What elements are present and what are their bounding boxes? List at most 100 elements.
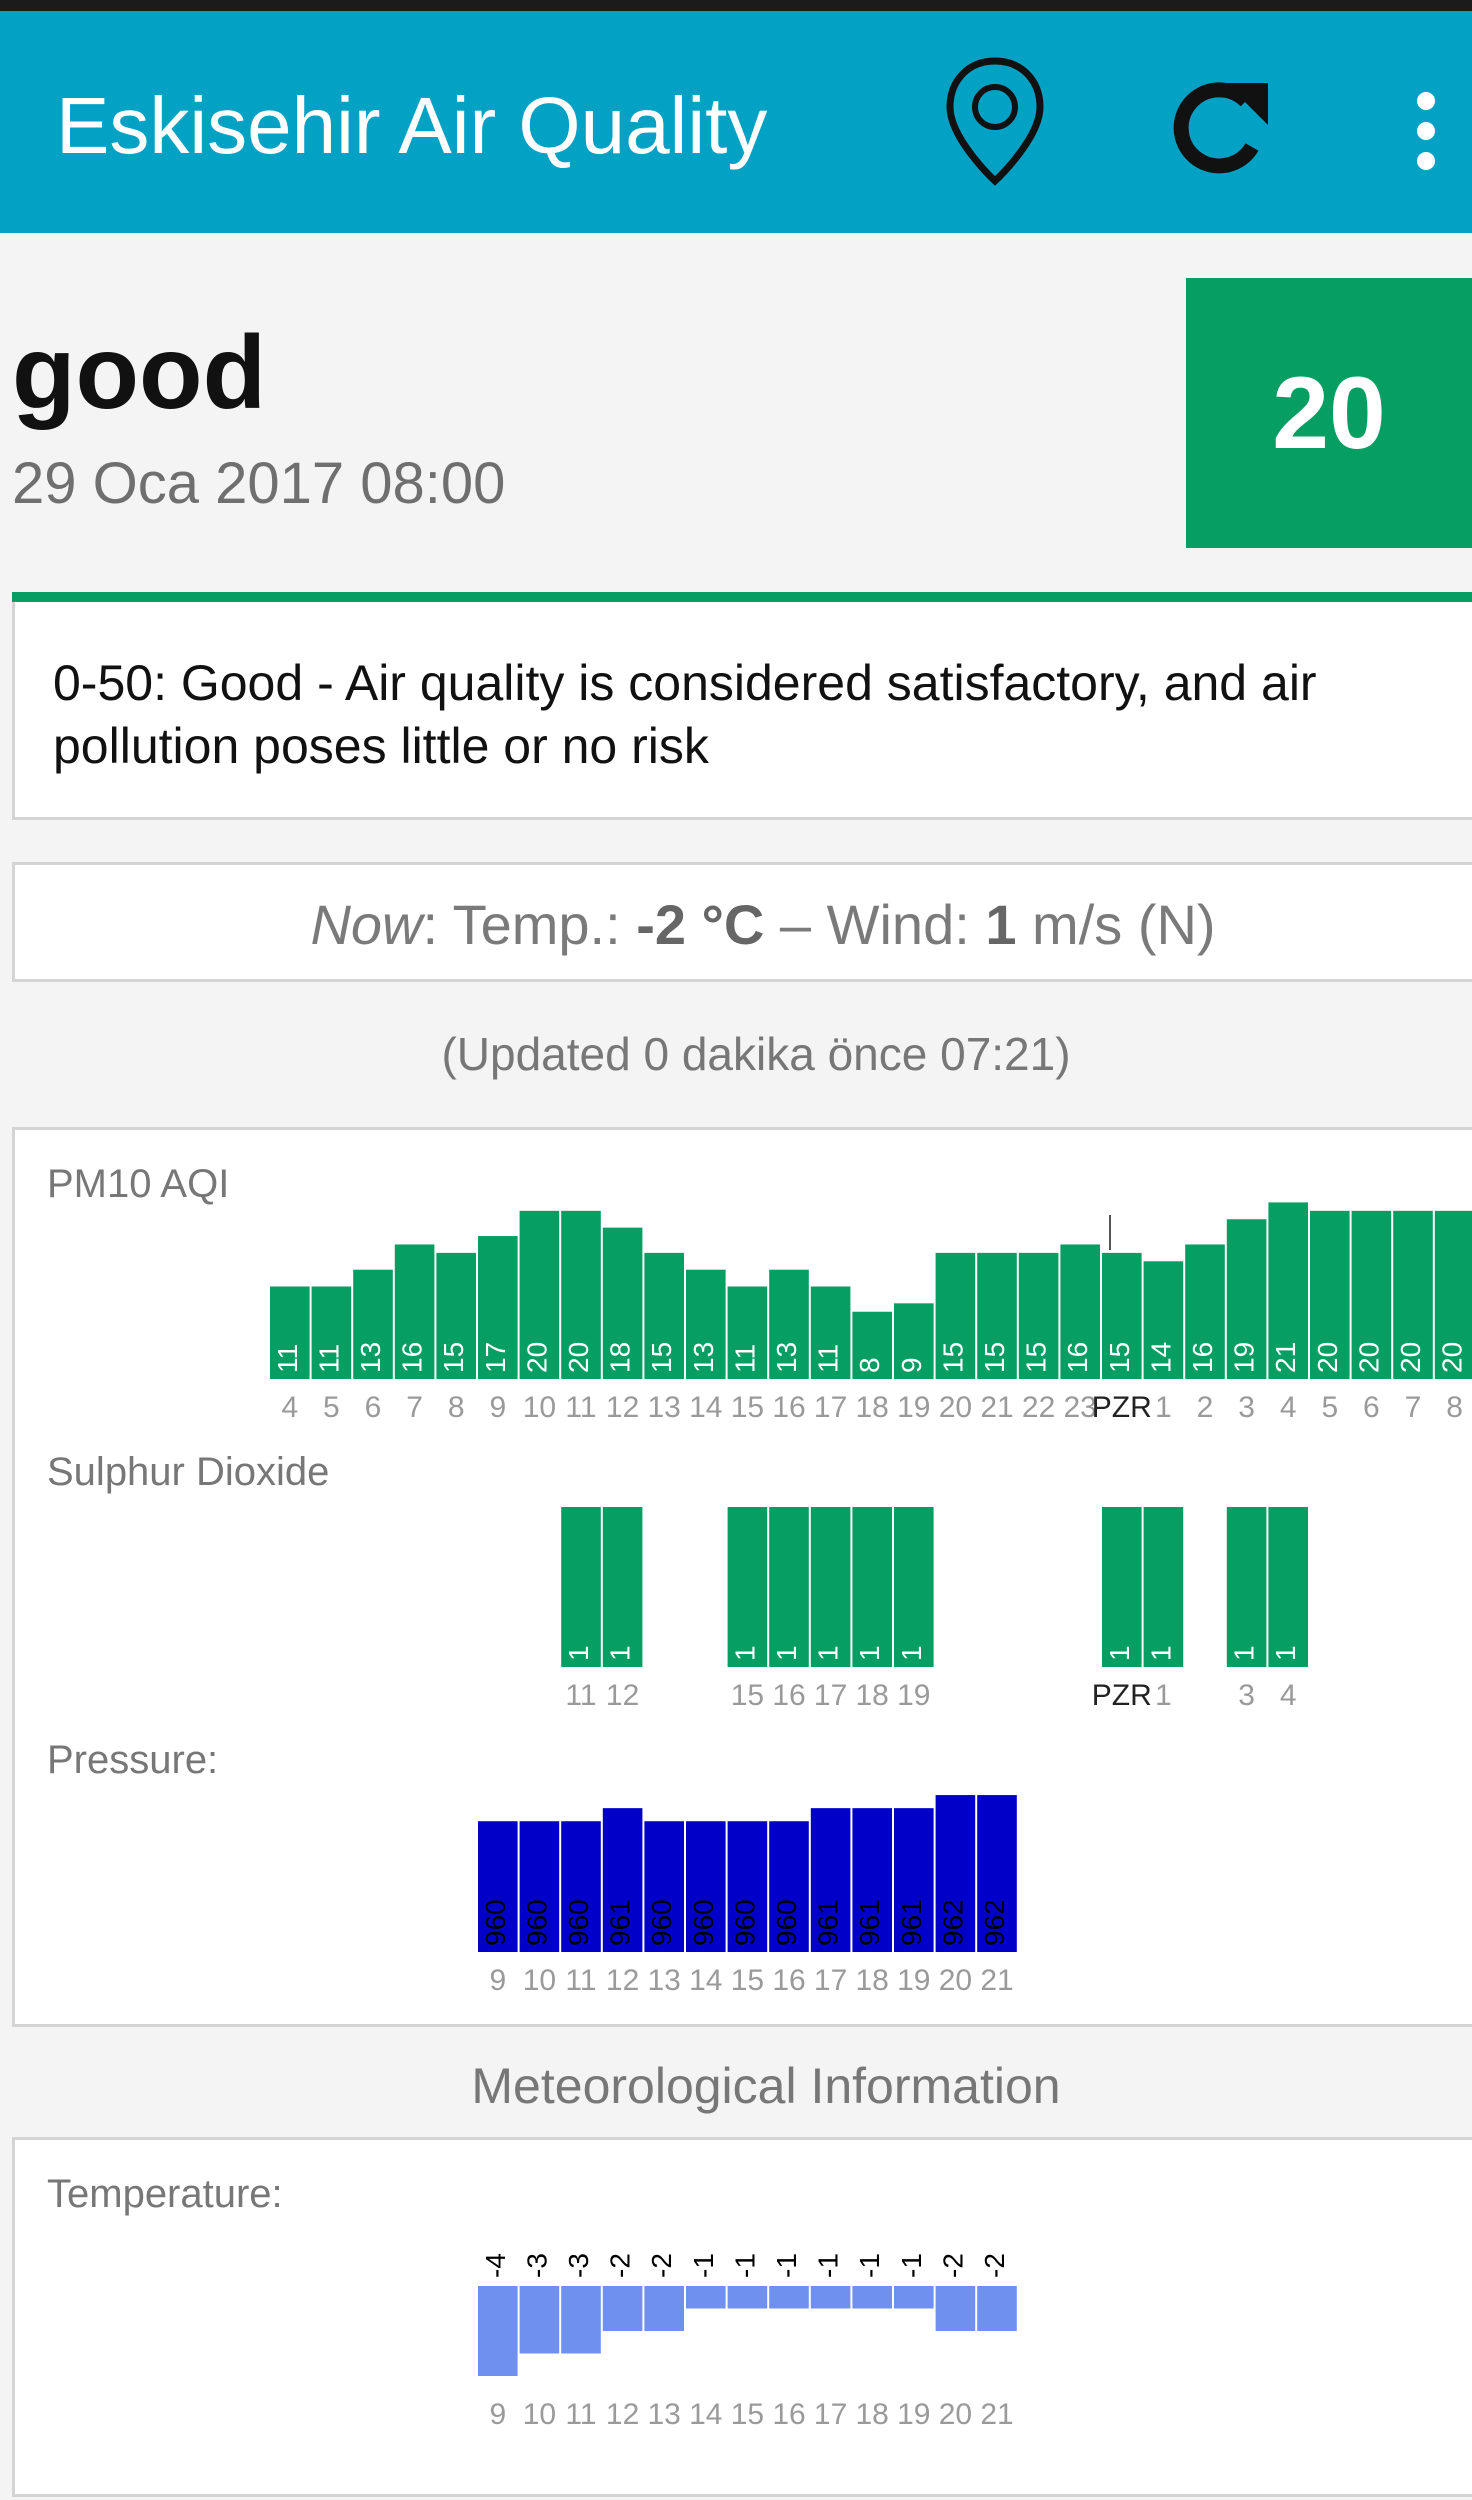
temperature-tick-label: 15 xyxy=(731,2398,764,2431)
temperature-tick-label: 13 xyxy=(648,2398,681,2431)
pm10-aqi-bar xyxy=(561,1210,601,1379)
pm10-aqi-bar xyxy=(353,1269,393,1379)
pm10-aqi-tick-label: 5 xyxy=(323,1391,340,1424)
sulphur-dioxide-value-label: 1 xyxy=(729,1645,760,1661)
pm10-aqi-bar xyxy=(394,1244,435,1379)
pm10-aqi-bar xyxy=(1018,1252,1059,1379)
app-bar: Eskisehir Air Quality xyxy=(0,11,1472,233)
pm10-aqi-tick-label: 6 xyxy=(365,1391,382,1424)
pm10-aqi-tick-label: 4 xyxy=(281,1391,298,1424)
pressure-value-label: 961 xyxy=(813,1899,844,1946)
pm10-aqi-value-label: 20 xyxy=(1312,1342,1343,1373)
wind-label: – Wind: xyxy=(764,893,986,956)
pressure-tick-label: 17 xyxy=(814,1964,847,1997)
weather-now-text: Now: Temp.: -2 °C – Wind: 1 m/s (N) xyxy=(15,893,1472,957)
sulphur-dioxide-bar xyxy=(602,1507,643,1667)
temperature-tick-label: 9 xyxy=(489,2398,506,2431)
pressure-tick-label: 15 xyxy=(731,1964,764,1997)
pressure-value-label: 962 xyxy=(979,1899,1010,1946)
pm10-aqi-tick-label: 22 xyxy=(1022,1391,1055,1424)
sulphur-dioxide-tick-label: 3 xyxy=(1238,1679,1255,1712)
pm10-aqi-bar xyxy=(977,1252,1017,1379)
temperature-tick-label: 11 xyxy=(565,2398,596,2431)
sulphur-dioxide-value-label: 1 xyxy=(563,1645,594,1661)
meteorological-charts-card: Temperature: -4 9 -3 10 -3 11 -2 12 -2 13 -1 14 -1 15… xyxy=(12,2137,1472,2497)
status-color-rule xyxy=(12,592,1472,602)
temperature-value-label: -2 xyxy=(605,2253,636,2278)
sulphur-dioxide-tick-label: 16 xyxy=(772,1679,805,1712)
pm10-aqi-tick-label: 21 xyxy=(980,1391,1013,1424)
pm10-aqi-bar xyxy=(769,1269,809,1379)
app-title: Eskisehir Air Quality xyxy=(56,81,768,170)
sulphur-dioxide-tick-label: 17 xyxy=(814,1679,847,1712)
sulphur-dioxide-bar xyxy=(852,1507,892,1667)
pressure-bar xyxy=(977,1795,1017,1952)
sulphur-dioxide-bar xyxy=(1143,1507,1184,1667)
pm10-aqi-tick-label: 20 xyxy=(939,1391,972,1424)
pm10-aqi-bar xyxy=(1434,1210,1472,1379)
wind-unit: m/s (N) xyxy=(1016,893,1216,956)
temperature-tick-label: 18 xyxy=(856,2398,889,2431)
temperature-tick-label: 12 xyxy=(606,2398,639,2431)
temperature-bar xyxy=(727,2286,768,2309)
temperature-value-label: -2 xyxy=(937,2253,968,2278)
pm10-aqi-value-label: 15 xyxy=(937,1342,968,1373)
pm10-aqi-tick-label: 8 xyxy=(1446,1391,1463,1424)
pm10-aqi-value-label: 14 xyxy=(1145,1342,1176,1373)
pressure-value-label: 961 xyxy=(854,1899,885,1946)
pressure-tick-label: 18 xyxy=(856,1964,889,1997)
pressure-bar xyxy=(727,1821,768,1952)
pm10-aqi-bar xyxy=(852,1311,892,1379)
pm10-aqi-value-label: 8 xyxy=(854,1357,885,1373)
pressure-bar xyxy=(894,1808,934,1952)
temp-label: : Temp.: xyxy=(422,893,637,956)
pm10-aqi-value-label: 16 xyxy=(1187,1342,1218,1373)
pm10-aqi-value-label: 11 xyxy=(272,1344,303,1373)
pm10-aqi-value-label: 20 xyxy=(563,1342,594,1373)
wind-value: 1 xyxy=(985,893,1017,956)
measurement-datetime: 29 Oca 2017 08:00 xyxy=(12,451,506,516)
pm10-aqi-bar xyxy=(644,1252,684,1379)
pressure-bar xyxy=(519,1821,560,1952)
pm10-aqi-bar xyxy=(311,1286,352,1379)
sulphur-dioxide-bar xyxy=(1102,1507,1142,1667)
temperature-bar xyxy=(810,2286,851,2309)
pressure-value-label: 961 xyxy=(605,1899,636,1946)
sulphur-dioxide-tick-label: 15 xyxy=(731,1679,764,1712)
pm10-aqi-value-label: 19 xyxy=(1229,1342,1260,1373)
pm10-aqi-tick-label: 9 xyxy=(489,1391,506,1424)
pm10-aqi-value-label: 11 xyxy=(813,1344,844,1373)
now-label: Now xyxy=(310,893,423,956)
weather-now-card: Now: Temp.: -2 °C – Wind: 1 m/s (N) xyxy=(12,862,1472,982)
pressure-bar xyxy=(935,1795,976,1952)
temperature-value-label: -2 xyxy=(646,2253,677,2278)
pressure-bar xyxy=(852,1808,892,1952)
pm10-aqi-tick-label: 12 xyxy=(606,1391,639,1424)
pm10-aqi-bar xyxy=(270,1286,310,1379)
temperature-chart: -4 9 -3 10 -3 11 -2 12 -2 13 -1 14 -1 15 -1 16 -1 17 -1 18 -… xyxy=(478,2253,1017,2431)
temperature-tick-label: 19 xyxy=(897,2398,930,2431)
pm10-aqi-value-label: 9 xyxy=(896,1357,927,1373)
pressure-value-label: 960 xyxy=(646,1899,677,1946)
meteorological-title: Meteorological Information xyxy=(471,2058,1061,2114)
sulphur-dioxide-bar xyxy=(1268,1507,1308,1667)
pm10-aqi-tick-label: 1 xyxy=(1155,1391,1172,1424)
temperature-value-label: -1 xyxy=(688,2253,719,2278)
refresh-icon[interactable] xyxy=(1160,71,1275,186)
pressure-bar xyxy=(644,1821,684,1952)
pressure-tick-label: 9 xyxy=(489,1964,506,1997)
sulphur-dioxide-value-label: 1 xyxy=(1145,1645,1176,1661)
pressure-tick-label: 19 xyxy=(897,1964,930,1997)
pm10-aqi-bar xyxy=(1310,1210,1350,1379)
pm10-aqi-bar xyxy=(1351,1210,1392,1379)
sulphur-dioxide-bar xyxy=(1226,1507,1267,1667)
pm10-aqi-value-label: 20 xyxy=(1395,1342,1426,1373)
temperature-value-label: -1 xyxy=(729,2253,760,2278)
pm10-aqi-tick-label: 2 xyxy=(1197,1391,1214,1424)
location-pin-icon[interactable] xyxy=(940,53,1050,193)
temperature-bar xyxy=(894,2286,934,2309)
more-vert-icon[interactable] xyxy=(1408,86,1444,176)
pm10-aqi-bar xyxy=(894,1303,934,1379)
pm10-aqi-value-label: 13 xyxy=(688,1342,719,1373)
pm10-aqi-bar xyxy=(686,1269,726,1379)
